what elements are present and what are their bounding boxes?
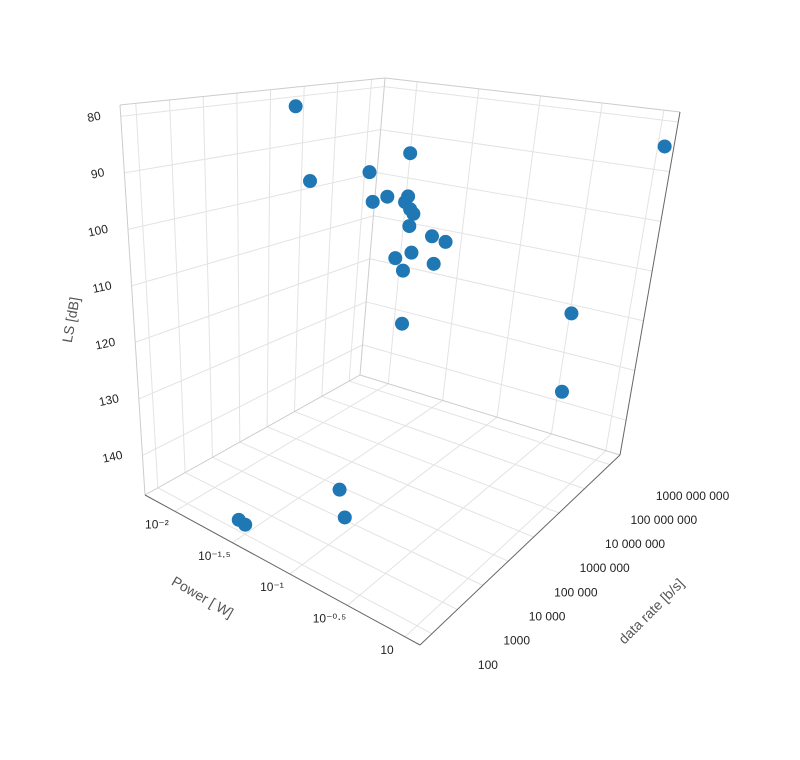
grid-line [142, 344, 363, 456]
data-point [395, 263, 410, 278]
grid-line [362, 344, 627, 421]
y-tick-label: 100 000 [554, 585, 598, 599]
z-axis-line [619, 111, 681, 456]
data-point [365, 194, 380, 209]
x-tick-label: 10 [380, 643, 394, 657]
data-point [426, 256, 441, 271]
z-tick-label: 120 [94, 335, 117, 353]
data-point [337, 510, 352, 525]
y-tick-label: 1000 000 [580, 561, 630, 575]
grid-line [373, 215, 653, 272]
grid-line [131, 215, 374, 287]
x-tick-label: 10⁻² [145, 517, 169, 531]
data-point [388, 251, 403, 266]
grid-line [239, 441, 509, 562]
box-edge [119, 104, 146, 496]
y-axis-title: data rate [b/s] [615, 575, 687, 647]
grid-line [369, 258, 644, 322]
z-tick-label: 130 [98, 391, 121, 409]
grid-line [174, 383, 389, 512]
y-tick-label: 1000 000 000 [656, 489, 730, 503]
grid-line [442, 88, 480, 401]
y-tick-label: 10 000 [529, 610, 566, 624]
data-point [404, 245, 419, 260]
grid-line [550, 102, 603, 434]
data-point [564, 306, 579, 321]
grid-line [127, 172, 378, 230]
grid-line [380, 129, 670, 173]
grid-line [293, 86, 305, 412]
z-tick-label: 100 [87, 222, 110, 240]
x-tick-label: 10⁻¹ [260, 580, 284, 594]
data-point [438, 234, 453, 249]
data-point [402, 219, 417, 234]
grid-line [135, 103, 159, 488]
grid-line [496, 95, 541, 418]
grid-line [266, 426, 534, 538]
grid-line [124, 129, 381, 174]
grid-line [348, 79, 373, 382]
x-axis-line [144, 494, 421, 646]
data-point [303, 174, 318, 189]
grid-line [294, 411, 560, 514]
grid-line [347, 433, 552, 606]
box-edge [144, 374, 361, 496]
data-point [332, 482, 347, 497]
box-edge [359, 77, 386, 376]
z-tick-label: 80 [86, 109, 102, 126]
grid-line [120, 86, 385, 117]
grid-line [232, 400, 443, 544]
grid-line [236, 93, 241, 443]
y-tick-label: 100 [478, 658, 498, 672]
box-edge [359, 374, 621, 456]
data-point [238, 517, 253, 532]
x-axis-title: Power [ W] [169, 573, 236, 621]
x-tick-label: 10⁻¹·⁵ [198, 549, 231, 563]
z-tick-label: 140 [101, 448, 124, 466]
grid-line [404, 450, 607, 638]
data-point [362, 165, 377, 180]
data-point [380, 189, 395, 204]
box-edge [119, 77, 386, 106]
box-edge [384, 77, 681, 113]
grid-line [289, 416, 498, 575]
grid-line [387, 81, 418, 384]
data-point [554, 384, 569, 399]
y-tick-label: 100 000 000 [630, 513, 697, 527]
grid-line [366, 301, 635, 371]
grid-line [376, 172, 661, 222]
data-point [403, 146, 418, 161]
y-axis-line [419, 454, 621, 646]
data-point [406, 206, 421, 221]
y-tick-label: 1000 [503, 634, 530, 648]
data-point [288, 99, 303, 114]
z-tick-label: 110 [91, 278, 113, 296]
grid-line [605, 110, 665, 451]
grid-line [321, 395, 585, 490]
grid-line [202, 96, 213, 458]
grid-line [266, 89, 272, 427]
grid-line [157, 487, 433, 635]
data-point [395, 316, 410, 331]
data-point [425, 229, 440, 244]
data-point [657, 139, 672, 154]
grid-line [135, 258, 370, 343]
grid-line [384, 86, 679, 123]
grid-line [348, 380, 611, 466]
y-tick-label: 10 000 000 [605, 537, 665, 551]
grid-line [168, 99, 186, 473]
x-tick-label: 10⁻⁰·⁵ [313, 612, 346, 626]
grid-line [138, 301, 367, 400]
z-tick-label: 90 [90, 165, 106, 182]
grid-line [184, 472, 458, 610]
grid-line [321, 82, 339, 397]
z-axis-title: LS [dB] [59, 296, 83, 344]
